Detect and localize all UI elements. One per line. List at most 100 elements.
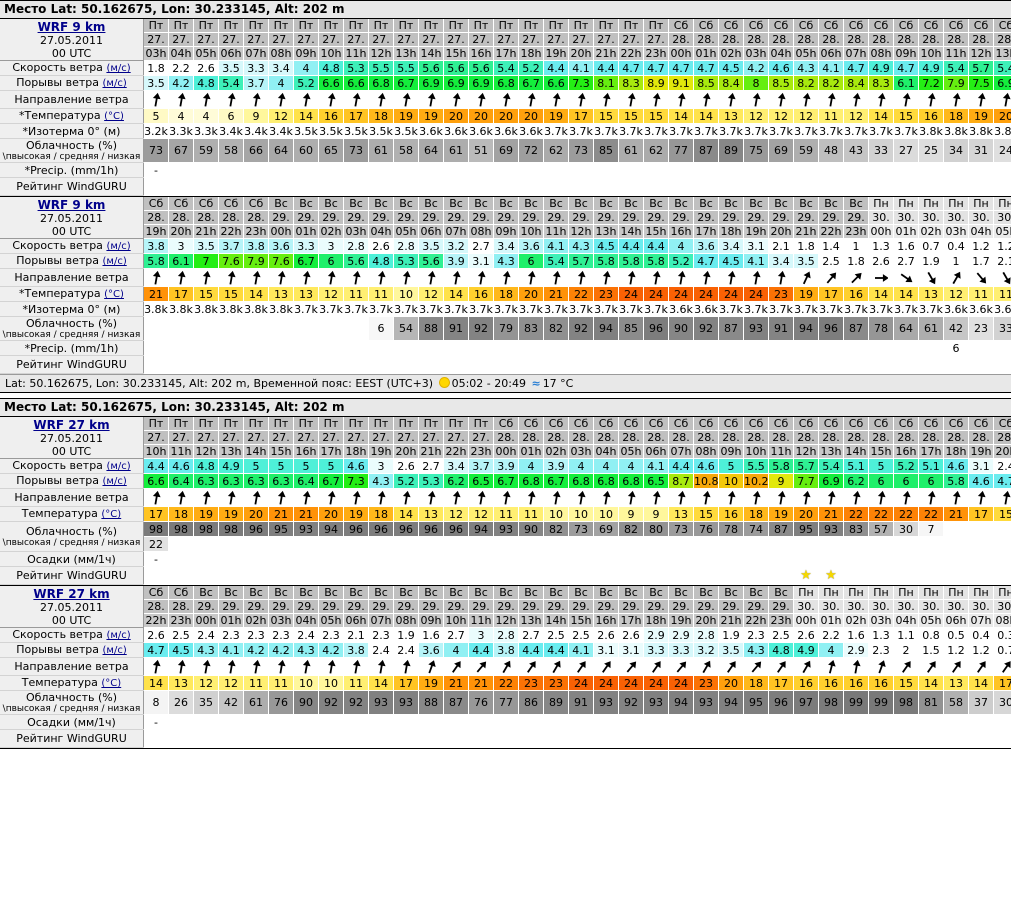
cloud-cell: 96	[643, 316, 669, 341]
wind-direction-cell	[893, 268, 919, 287]
wind-gust-cell: 1.5	[918, 642, 944, 658]
unit-celsius[interactable]: (°C)	[101, 509, 122, 520]
cloud-cell: 95	[268, 521, 294, 537]
precip-cell	[193, 340, 219, 356]
wind-gust-cell: 6	[518, 253, 544, 269]
temperature-cell: 21	[268, 506, 294, 522]
wind-direction-cell	[518, 657, 544, 676]
header-date: 27.	[593, 32, 619, 47]
precip-cell	[493, 340, 519, 356]
rating-cell	[793, 177, 819, 196]
cloud-cell	[193, 316, 219, 341]
isotherm-cell: 3.7k	[893, 301, 919, 317]
unit-ms[interactable]: (м/с)	[102, 476, 127, 487]
wind-direction-cell	[593, 488, 619, 507]
precip-cell	[243, 340, 269, 356]
header-day: Пн	[868, 197, 894, 211]
rating-cell	[643, 729, 669, 748]
unit-ms[interactable]: (м/с)	[106, 461, 131, 472]
unit-ms[interactable]: (м/с)	[106, 630, 131, 641]
cloud-cell: 33	[868, 138, 894, 163]
cloud-cell: 58	[218, 138, 244, 163]
wind-direction-cell	[343, 90, 369, 109]
header-date: 29.	[743, 599, 769, 614]
wind-direction-cell	[343, 488, 369, 507]
precip-cell	[843, 162, 869, 178]
wind-direction-cell	[943, 268, 969, 287]
header-date: 29.	[818, 210, 844, 225]
cloud-cell: 90	[668, 316, 694, 341]
header-day: Пт	[543, 19, 569, 33]
rating-cell	[518, 177, 544, 196]
header-day: Сб	[768, 417, 794, 431]
row-temperature: Температура (°C) 14 13 12 12 11 11 10 10 11 14 17 19…	[0, 675, 1011, 691]
rating-cell	[893, 566, 919, 585]
header-day: Вс	[218, 586, 244, 600]
header-day: Вс	[318, 586, 344, 600]
rating-cell	[193, 177, 219, 196]
temperature-cell: 24	[593, 675, 619, 691]
header-hour: 23h	[468, 444, 494, 459]
header-date: 27.	[243, 32, 269, 47]
model-name-link[interactable]: WRF 27 km	[33, 586, 110, 601]
wind-gust-cell: 8.4	[843, 75, 869, 91]
unit-ms[interactable]: (м/с)	[102, 645, 127, 656]
wind-speed-cell: 5.1	[843, 458, 869, 474]
temperature-cell: 13	[268, 286, 294, 302]
wind-speed-cell: 2.3	[368, 627, 394, 643]
wind-direction-cell	[668, 657, 694, 676]
cloud-cell: 27	[893, 138, 919, 163]
rating-cell	[293, 177, 319, 196]
unit-ms[interactable]: (м/с)	[106, 63, 131, 74]
model-name-link[interactable]: WRF 27 km	[33, 417, 110, 432]
rating-star-icon: ★	[800, 568, 812, 583]
precip-cell	[618, 162, 644, 178]
header-date: 27.	[418, 430, 444, 445]
header-hour: 08h	[393, 613, 419, 628]
unit-ms[interactable]: (м/с)	[106, 241, 131, 252]
wind-speed-cell: 0.3	[993, 627, 1011, 643]
header-date: 27.	[393, 32, 419, 47]
model-name-link[interactable]: WRF 9 km	[37, 197, 106, 212]
unit-ms[interactable]: (м/с)	[102, 78, 127, 89]
rating-cell	[768, 729, 794, 748]
cloud-cell-2	[218, 536, 244, 552]
cloud-cell: 95	[793, 521, 819, 537]
wind-gust-cell: 4.7	[993, 473, 1011, 489]
cloud-cell: 64	[268, 138, 294, 163]
unit-celsius[interactable]: (°C)	[101, 678, 122, 689]
isotherm-cell: 3.7k	[818, 301, 844, 317]
cloud-cell: 43	[843, 138, 869, 163]
status-bar: Lat: 50.162675, Lon: 30.233145, Alt: 202…	[0, 374, 1011, 392]
unit-celsius[interactable]: (°C)	[104, 289, 124, 300]
cloud-cell: 85	[593, 138, 619, 163]
cloud-cell: 57	[868, 521, 894, 537]
cloud-cell: 24	[993, 138, 1011, 163]
header-day: Вс	[618, 586, 644, 600]
header-date: 30.	[943, 599, 969, 614]
header-date: 29.	[668, 599, 694, 614]
row-rating: Рейтинг WindGURU	[0, 355, 1011, 374]
header-hour: 05h	[318, 613, 344, 628]
isotherm-cell: 3.7k	[718, 301, 744, 317]
unit-celsius[interactable]: (°C)	[104, 111, 124, 122]
wind-speed-cell: 2.9	[668, 627, 694, 643]
forecast-block-1: Место Lat: 50.162675, Lon: 30.233145, Al…	[0, 0, 1011, 197]
row-wind-direction: Направление ветра	[0, 268, 1011, 287]
rating-cell	[493, 729, 519, 748]
cloud-cell: 87	[718, 316, 744, 341]
wind-gust-cell: 4.4	[543, 642, 569, 658]
label-wind-speed: Скорость ветра (м/с)	[0, 238, 144, 254]
unit-ms[interactable]: (м/с)	[102, 256, 127, 267]
cloud-cell-2	[318, 536, 344, 552]
model-date: 27.05.2011	[40, 431, 103, 445]
header-hour: 15h	[868, 444, 894, 459]
precip-cell	[418, 340, 444, 356]
header-day: Сб	[693, 19, 719, 33]
isotherm-cell: 3.4k	[243, 123, 269, 139]
cloud-cell-2	[793, 536, 819, 552]
model-name-link[interactable]: WRF 9 km	[37, 19, 106, 34]
wind-speed-cell: 2.6	[393, 458, 419, 474]
header-hour: 14h	[543, 613, 569, 628]
rating-cell	[343, 355, 369, 374]
